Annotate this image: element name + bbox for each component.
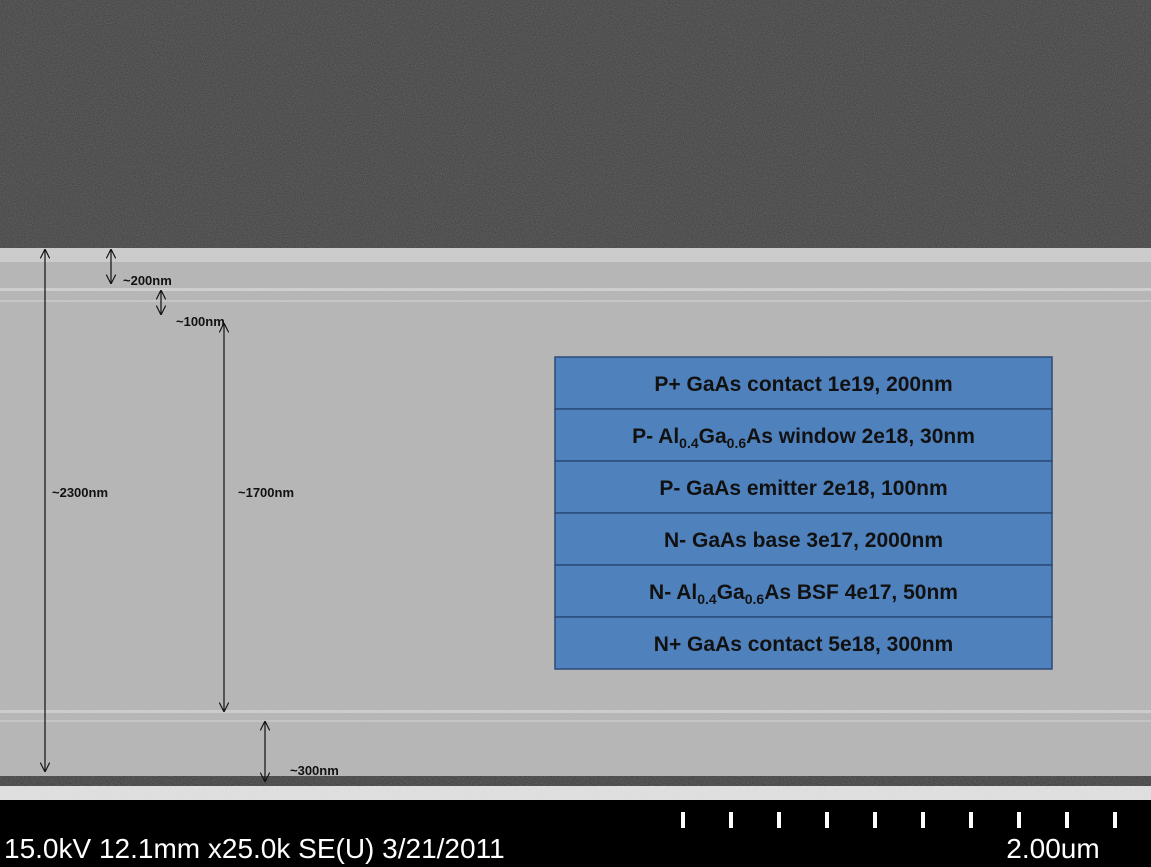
- scale-tick: [873, 812, 877, 828]
- scale-tick: [921, 812, 925, 828]
- subscript: 0.6: [727, 435, 747, 451]
- subscript: 0.6: [745, 591, 765, 607]
- text-run: N- Al: [649, 581, 697, 604]
- text-run: Ga: [699, 425, 727, 448]
- layer-label: P+ GaAs contact 1e19, 200nm: [654, 373, 952, 396]
- text-run: P- Al: [632, 425, 679, 448]
- layer-label: N- Al0.4Ga0.6As BSF 4e17, 50nm: [649, 581, 958, 607]
- text-run: P+ GaAs contact 1e19, 200nm: [654, 373, 952, 396]
- text-run: N+ GaAs contact 5e18, 300nm: [654, 633, 953, 656]
- layer-label: N- GaAs base 3e17, 2000nm: [664, 529, 943, 552]
- text-run: As BSF 4e17, 50nm: [764, 581, 958, 604]
- annotation: ~300nm: [290, 763, 339, 778]
- scale-tick: [1113, 812, 1117, 828]
- subscript: 0.4: [697, 591, 717, 607]
- text-run: P- GaAs emitter 2e18, 100nm: [659, 477, 947, 500]
- page: 15.0kV 12.1mm x25.0k SE(U) 3/21/2011 2.0…: [0, 0, 1151, 867]
- scale-tick: [969, 812, 973, 828]
- text-run: N- GaAs base 3e17, 2000nm: [664, 529, 943, 552]
- scale-tick: [825, 812, 829, 828]
- annotation: ~100nm: [176, 314, 225, 329]
- annotation: ~1700nm: [238, 485, 294, 500]
- annotation: ~200nm: [123, 273, 172, 288]
- scale-tick: [777, 812, 781, 828]
- scale-tick: [729, 812, 733, 828]
- text-run: Ga: [717, 581, 745, 604]
- scale-tick: [1065, 812, 1069, 828]
- scale-tick: [681, 812, 685, 828]
- layer-label: P- GaAs emitter 2e18, 100nm: [659, 477, 947, 500]
- scale-tick: [1017, 812, 1021, 828]
- scale-label: 2.00um: [1006, 833, 1099, 864]
- sem-image: 15.0kV 12.1mm x25.0k SE(U) 3/21/2011 2.0…: [0, 0, 1151, 867]
- subscript: 0.4: [679, 435, 699, 451]
- info-text: 15.0kV 12.1mm x25.0k SE(U) 3/21/2011: [4, 833, 505, 864]
- layer-label: N+ GaAs contact 5e18, 300nm: [654, 633, 953, 656]
- text-run: As window 2e18, 30nm: [746, 425, 975, 448]
- annotation: ~2300nm: [52, 485, 108, 500]
